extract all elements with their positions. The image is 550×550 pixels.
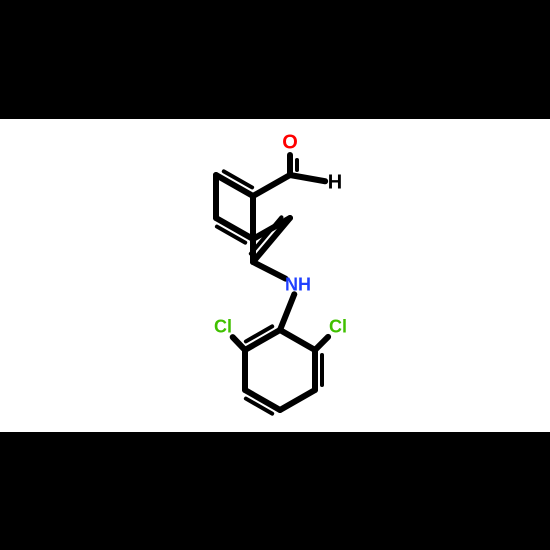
atom-label-cl2: Cl — [329, 317, 347, 338]
bond-layer — [0, 0, 550, 550]
atom-label-cl1: Cl — [214, 317, 232, 338]
atom-label-h: H — [328, 172, 342, 195]
atom-label-o: O — [282, 132, 298, 155]
atom-label-nh: NH — [285, 275, 311, 296]
molecule-diagram: O H NH Cl Cl — [0, 0, 550, 550]
